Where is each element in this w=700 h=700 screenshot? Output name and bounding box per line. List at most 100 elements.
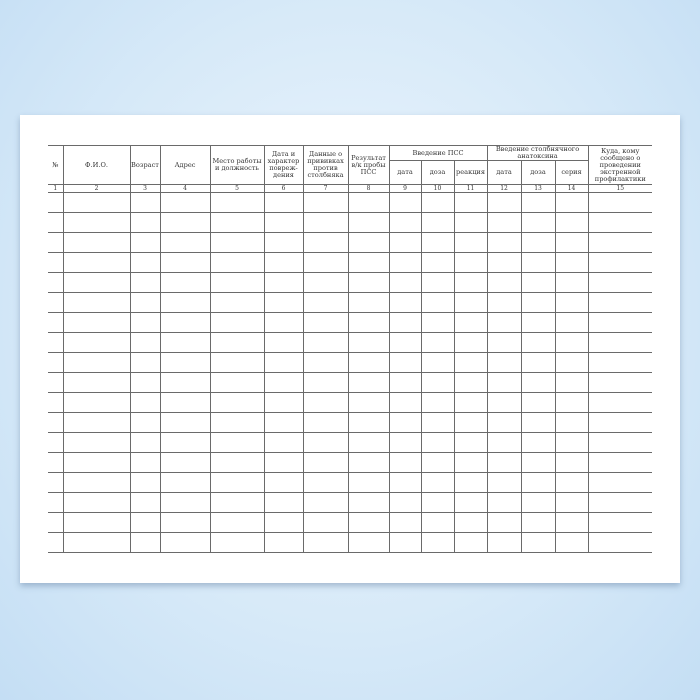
- empty-cell: [62, 252, 131, 273]
- empty-cell: [159, 452, 211, 473]
- empty-cell: [48, 192, 64, 213]
- empty-cell: [520, 212, 556, 233]
- empty-cell: [420, 412, 455, 433]
- table-row: [48, 392, 653, 413]
- column-number: 10: [420, 184, 455, 193]
- empty-cell: [587, 252, 653, 273]
- empty-cell: [420, 232, 455, 253]
- empty-cell: [263, 192, 304, 213]
- empty-cell: [453, 512, 488, 533]
- empty-cell: [453, 452, 488, 473]
- empty-cell: [420, 392, 455, 413]
- empty-cell: [62, 532, 131, 553]
- empty-cell: [520, 412, 556, 433]
- empty-cell: [129, 192, 161, 213]
- empty-cell: [420, 292, 455, 313]
- empty-cell: [420, 272, 455, 293]
- empty-cell: [486, 532, 522, 553]
- empty-cell: [388, 332, 422, 353]
- empty-cell: [209, 452, 265, 473]
- empty-cell: [486, 292, 522, 313]
- empty-cell: [263, 212, 304, 233]
- empty-cell: [263, 272, 304, 293]
- header-group-pss: Введение ПСС: [388, 145, 488, 161]
- empty-cell: [486, 252, 522, 273]
- header-address: Адрес: [159, 145, 211, 185]
- empty-cell: [48, 412, 64, 433]
- empty-cell: [388, 372, 422, 393]
- empty-cell: [453, 432, 488, 453]
- empty-cell: [209, 332, 265, 353]
- empty-cell: [486, 312, 522, 333]
- empty-cell: [453, 312, 488, 333]
- empty-cell: [302, 332, 349, 353]
- empty-cell: [554, 472, 589, 493]
- empty-cell: [453, 412, 488, 433]
- empty-cell: [486, 272, 522, 293]
- empty-cell: [388, 392, 422, 413]
- empty-cell: [48, 452, 64, 473]
- header-full-name: Ф.И.О.: [62, 145, 131, 185]
- empty-cell: [159, 272, 211, 293]
- empty-cell: [209, 312, 265, 333]
- empty-cell: [587, 352, 653, 373]
- empty-cell: [554, 492, 589, 513]
- empty-cell: [62, 412, 131, 433]
- empty-cell: [388, 212, 422, 233]
- empty-cell: [453, 232, 488, 253]
- empty-cell: [48, 432, 64, 453]
- empty-cell: [62, 492, 131, 513]
- empty-cell: [420, 372, 455, 393]
- empty-cell: [129, 532, 161, 553]
- table-row: [48, 332, 653, 353]
- column-number: 1: [48, 184, 64, 193]
- empty-cell: [420, 332, 455, 353]
- empty-cell: [159, 472, 211, 493]
- empty-cell: [347, 512, 390, 533]
- column-number: 2: [62, 184, 131, 193]
- empty-cell: [48, 372, 64, 393]
- empty-cell: [587, 332, 653, 353]
- empty-cell: [520, 232, 556, 253]
- empty-cell: [62, 372, 131, 393]
- empty-cell: [129, 472, 161, 493]
- empty-cell: [129, 272, 161, 293]
- empty-cell: [263, 292, 304, 313]
- empty-cell: [159, 412, 211, 433]
- empty-cell: [209, 212, 265, 233]
- empty-cell: [587, 492, 653, 513]
- empty-cell: [520, 352, 556, 373]
- empty-cell: [209, 472, 265, 493]
- table-row: [48, 452, 653, 473]
- empty-cell: [520, 312, 556, 333]
- empty-cell: [302, 472, 349, 493]
- header-anatoxin-dose: доза: [520, 160, 556, 185]
- empty-cell: [587, 192, 653, 213]
- empty-cell: [453, 472, 488, 493]
- empty-cell: [62, 432, 131, 453]
- empty-cell: [129, 432, 161, 453]
- empty-cell: [486, 232, 522, 253]
- empty-cell: [129, 232, 161, 253]
- empty-cell: [347, 432, 390, 453]
- column-number: 6: [263, 184, 304, 193]
- header-anatoxin-date: дата: [486, 160, 522, 185]
- empty-cell: [159, 372, 211, 393]
- empty-cell: [347, 332, 390, 353]
- empty-cell: [420, 312, 455, 333]
- empty-cell: [388, 232, 422, 253]
- empty-cell: [554, 392, 589, 413]
- column-number: 14: [554, 184, 589, 193]
- header-pss-date: дата: [389, 160, 422, 185]
- empty-cell: [209, 192, 265, 213]
- empty-cell: [209, 412, 265, 433]
- empty-cell: [554, 432, 589, 453]
- empty-cell: [554, 532, 589, 553]
- empty-cell: [129, 412, 161, 433]
- empty-cell: [587, 532, 653, 553]
- form-sheet: № Ф.И.О. Возраст Адрес Место работы и до…: [20, 115, 680, 583]
- empty-cell: [263, 412, 304, 433]
- empty-cell: [263, 372, 304, 393]
- column-number: 9: [388, 184, 422, 193]
- empty-cell: [48, 312, 64, 333]
